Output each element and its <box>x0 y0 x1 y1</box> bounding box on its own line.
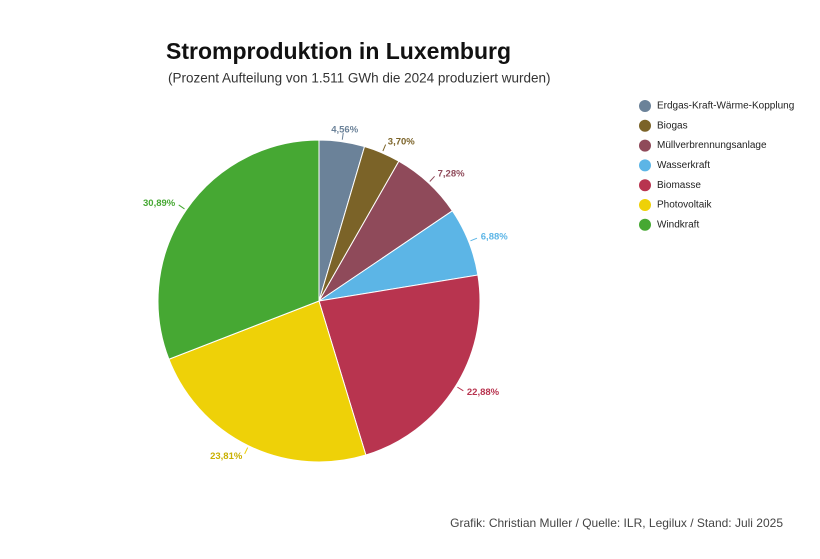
leader-line <box>341 132 344 140</box>
leader-line <box>429 176 435 182</box>
legend-label: Wasserkraft <box>657 160 710 171</box>
chart-subtitle: (Prozent Aufteilung von 1.511 GWh die 20… <box>168 71 550 86</box>
legend-swatch <box>639 159 651 172</box>
pie-slice <box>318 274 481 456</box>
pie-slice <box>168 300 367 463</box>
data-label: 30,89% <box>143 198 176 209</box>
legend-label: Windkraft <box>657 219 699 230</box>
leader-line <box>382 144 387 152</box>
data-label: 22,88% <box>467 387 500 398</box>
data-label: 6,88% <box>481 232 508 243</box>
leader-line <box>470 237 478 242</box>
legend-swatch <box>639 119 651 132</box>
data-label: 3,70% <box>388 136 415 147</box>
legend-label: Biogas <box>657 120 688 131</box>
legend-swatch <box>639 179 651 192</box>
legend-label: Müllverbrennungsanlage <box>657 140 767 151</box>
data-label: 23,81% <box>210 451 243 462</box>
legend-swatch <box>639 100 651 112</box>
legend-swatch <box>639 139 651 152</box>
legend-label: Photovoltaik <box>657 200 712 211</box>
legend-label: Erdgas-Kraft-Wärme-Kopplung <box>657 101 794 112</box>
data-label: 4,56% <box>331 124 358 135</box>
legend-swatch <box>639 218 651 231</box>
legend-label: Biomasse <box>657 180 701 191</box>
leader-line <box>457 386 464 392</box>
source-note: Grafik: Christian Muller / Quelle: ILR, … <box>450 516 783 530</box>
pie-slice <box>157 139 320 360</box>
legend-swatch <box>639 199 651 211</box>
data-label: 7,28% <box>438 169 465 180</box>
leader-line <box>178 204 185 210</box>
chart-title: Stromproduktion in Luxemburg <box>166 38 511 64</box>
leader-line <box>244 447 249 455</box>
